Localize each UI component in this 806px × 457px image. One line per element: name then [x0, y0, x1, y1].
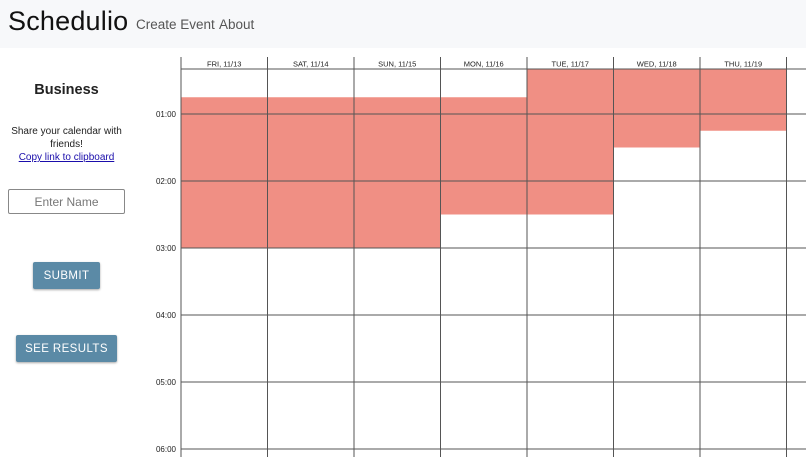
day-header: SAT, 11/14: [293, 60, 329, 69]
day-header: FRI, 11/13: [207, 60, 241, 69]
day-header: THU, 11/19: [724, 60, 762, 69]
availability-block[interactable]: [181, 97, 268, 248]
see-results-button[interactable]: SEE RESULTS: [16, 335, 117, 362]
availability-block[interactable]: [440, 97, 528, 215]
day-header: SUN, 11/15: [378, 60, 416, 69]
hour-label: 05:00: [156, 378, 177, 387]
brand-logo[interactable]: Schedulio: [8, 6, 129, 36]
availability-block[interactable]: [700, 69, 787, 131]
nav-create-event[interactable]: Create Event: [136, 17, 215, 32]
hour-label: 01:00: [156, 110, 177, 119]
availability-block[interactable]: [267, 97, 355, 248]
copy-link[interactable]: Copy link to clipboard: [18, 152, 115, 163]
hour-label: 06:00: [156, 445, 177, 454]
day-header: WED, 11/18: [637, 60, 677, 69]
hour-label: 04:00: [156, 311, 177, 320]
name-input[interactable]: [8, 189, 125, 214]
availability-block[interactable]: [613, 69, 701, 148]
availability-block[interactable]: [354, 97, 441, 248]
share-text: Share your calendar with friends!: [11, 126, 122, 150]
availability-block[interactable]: [527, 69, 614, 215]
event-title: Business: [34, 82, 99, 98]
sidebar: Business Share your calendar with friend…: [0, 48, 133, 457]
hour-label: 03:00: [156, 244, 177, 253]
hour-label: 02:00: [156, 177, 177, 186]
day-header: MON, 11/16: [464, 60, 504, 69]
navbar: Schedulio Create Event About: [0, 0, 806, 48]
submit-button[interactable]: SUBMIT: [33, 262, 100, 289]
day-header: TUE, 11/17: [552, 60, 589, 69]
nav-about[interactable]: About: [219, 17, 255, 32]
